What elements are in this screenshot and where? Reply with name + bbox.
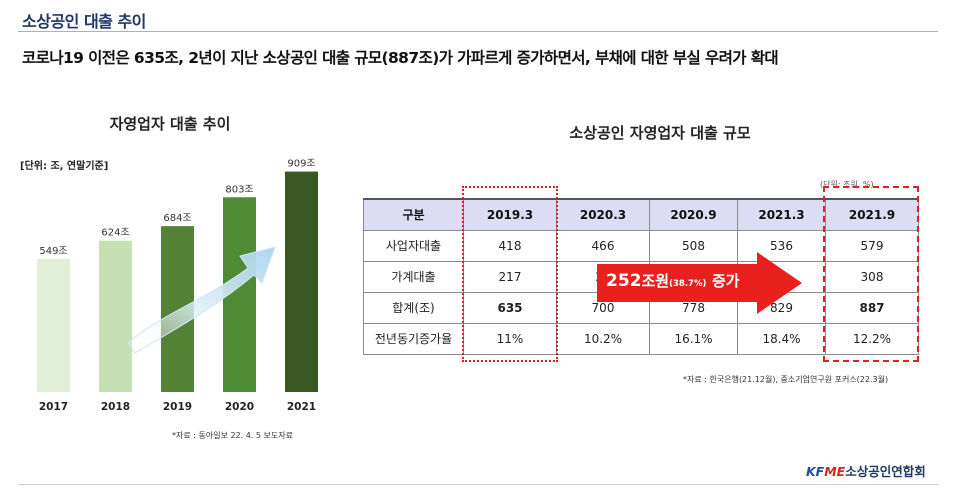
logo: KFME소상공인연합회 xyxy=(806,461,926,480)
table-cell: 11% xyxy=(463,322,557,355)
increase-arrow-icon xyxy=(597,252,802,314)
table-cell: 887 xyxy=(825,291,919,324)
chart-unit-label: [단위: 조, 연말기준] xyxy=(20,161,109,172)
table-cell: 10.2% xyxy=(556,322,650,355)
header-cell: 2020.3 xyxy=(556,198,650,231)
section-title: 소상공인 대출 추이 xyxy=(22,12,146,31)
category-label: 2017 xyxy=(39,401,68,413)
table-cell: 12.2% xyxy=(825,322,919,355)
table-cell: 635 xyxy=(463,291,557,324)
category-label: 2021 xyxy=(287,401,316,413)
table-source-note: *자료 : 한국은행(21.12월), 중소기업연구원 포커스(22.3월) xyxy=(683,375,889,384)
row-label: 사업자대출 xyxy=(363,229,464,262)
value-label: 803조 xyxy=(225,184,253,195)
logo-m: ME xyxy=(824,464,846,479)
bar-2018 xyxy=(99,240,132,392)
bottom-divider xyxy=(18,484,938,485)
callout-unit: 조원 xyxy=(641,272,670,290)
table-cell: 579 xyxy=(825,229,919,262)
table-cell: 18.4% xyxy=(737,322,826,355)
table-cell: 508 xyxy=(649,229,738,262)
value-label: 684조 xyxy=(163,213,191,224)
row-label: 전년동기증가율 xyxy=(363,322,464,355)
header-cell: 구분 xyxy=(363,198,464,231)
bar-chart: 549조 2017 624조 2018 684조 2019 803조 2020 909조 2021 xyxy=(37,159,318,413)
trend-arrow-icon xyxy=(127,246,276,354)
table-cell: 16.1% xyxy=(649,322,738,355)
highlight-box-2021 xyxy=(823,186,919,362)
labels-layer: 549조 2017 624조 2018 684조 2019 803조 2020 909조 2021 xyxy=(39,159,316,413)
table-unit-label: (단위: 조원, %) xyxy=(820,180,874,189)
table-cell: 536 xyxy=(737,229,826,262)
header-cell: 2019.3 xyxy=(463,198,557,231)
row-label: 가계대출 xyxy=(363,260,464,293)
title-divider xyxy=(18,31,938,32)
increase-callout: 252조원(38.7%) 증가 xyxy=(606,270,740,291)
chart-source-note: *자료 : 동아일보 22. 4. 5 보도자료 xyxy=(172,431,293,440)
table-cell: 308 xyxy=(825,260,919,293)
bar-2021 xyxy=(285,171,318,392)
bar-2017 xyxy=(37,258,70,392)
highlight-box-2019 xyxy=(462,186,558,362)
table-row: 전년동기증가율 11% 10.2% 16.1% 18.4% 12.2% xyxy=(363,322,919,355)
logo-name: 소상공인연합회 xyxy=(845,464,926,479)
category-label: 2020 xyxy=(225,401,254,413)
value-label: 909조 xyxy=(287,159,315,170)
header-cell: 2020.9 xyxy=(649,198,738,231)
value-label: 549조 xyxy=(39,246,67,257)
bars-layer xyxy=(37,171,318,392)
logo-k: KF xyxy=(806,464,825,479)
value-label: 624조 xyxy=(101,228,129,239)
category-label: 2018 xyxy=(101,401,130,413)
callout-suffix: 증가 xyxy=(711,272,740,290)
header-cell: 2021.3 xyxy=(737,198,826,231)
table-header-row: 구분 2019.3 2020.3 2020.9 2021.3 2021.9 xyxy=(363,198,919,231)
table-row: 사업자대출 418 466 508 536 579 xyxy=(363,229,919,262)
table-cell: 466 xyxy=(556,229,650,262)
table-title: 소상공인 자영업자 대출 규모 xyxy=(569,124,751,142)
headline: 코로나19 이전은 635조, 2년이 지난 소상공인 대출 규모(887조)가… xyxy=(22,49,779,67)
chart-title: 자영업자 대출 추이 xyxy=(109,115,231,133)
row-label: 합계(조) xyxy=(363,291,464,324)
table-cell: 418 xyxy=(463,229,557,262)
header-cell: 2021.9 xyxy=(825,198,919,231)
category-label: 2019 xyxy=(163,401,192,413)
callout-percent: (38.7%) xyxy=(669,279,707,289)
callout-number: 252 xyxy=(606,271,642,291)
